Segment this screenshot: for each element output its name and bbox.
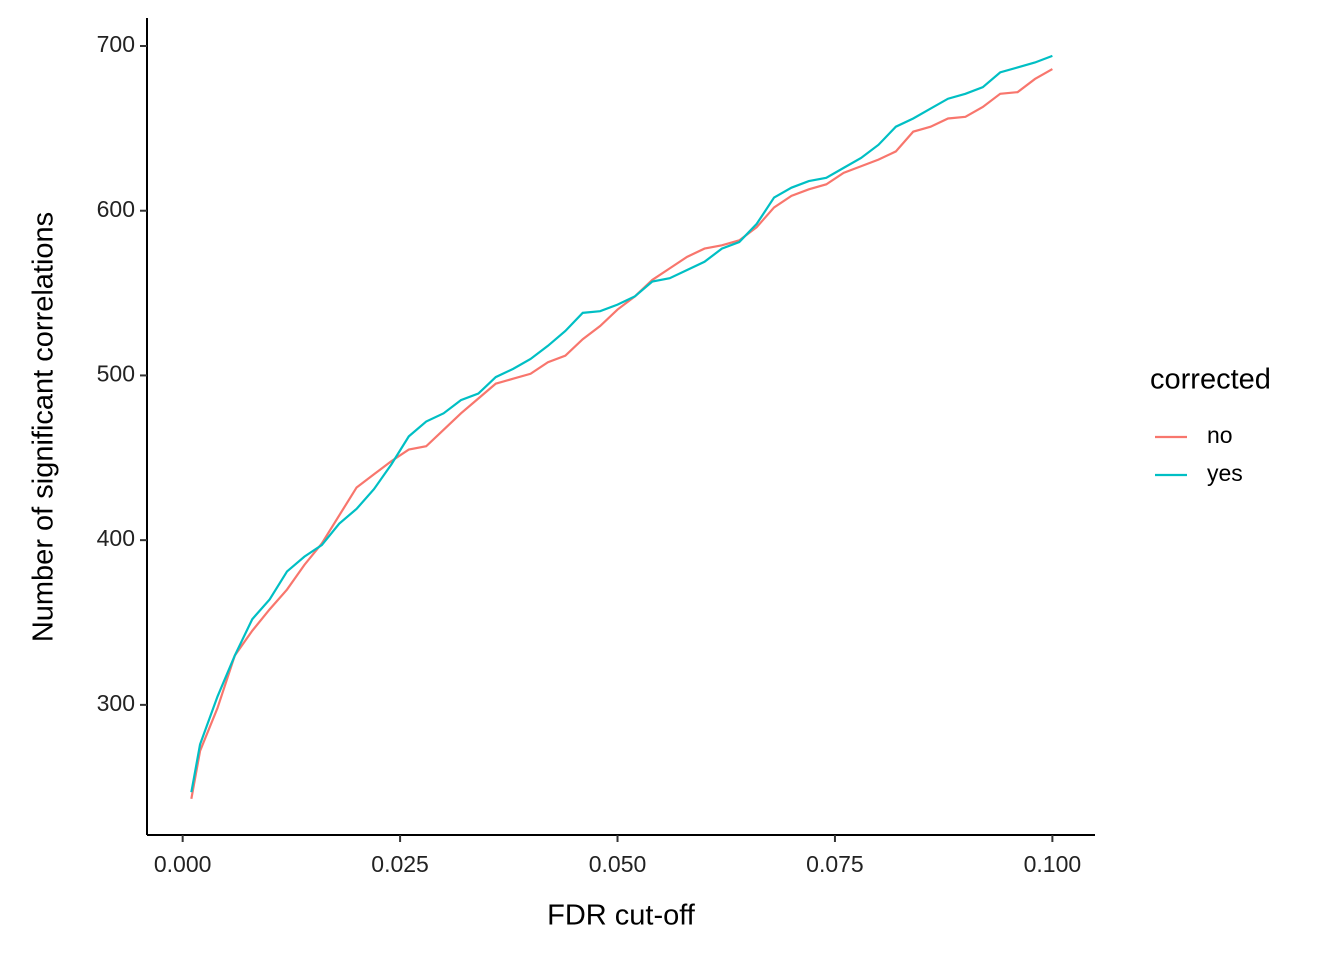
- x-tick-label: 0.025: [371, 851, 429, 877]
- x-axis-title: FDR cut-off: [547, 900, 696, 932]
- x-tick-label: 0.100: [1024, 851, 1082, 877]
- legend-label: no: [1207, 422, 1233, 448]
- legend-title: corrected: [1150, 364, 1271, 396]
- y-tick-label: 300: [97, 690, 135, 716]
- line: [190, 54, 1053, 793]
- x-tick-label: 0.000: [154, 851, 212, 877]
- y-tick-label: 500: [97, 361, 135, 387]
- y-tick-label: 700: [97, 31, 135, 57]
- x-tick-label: 0.050: [589, 851, 647, 877]
- y-tick-label: 400: [97, 525, 135, 551]
- y-tick-label: 600: [97, 196, 135, 222]
- y-axis-title: Number of significant correlations: [28, 212, 60, 642]
- legend-label: yes: [1207, 460, 1243, 486]
- line: [190, 68, 1053, 799]
- x-tick-label: 0.075: [806, 851, 864, 877]
